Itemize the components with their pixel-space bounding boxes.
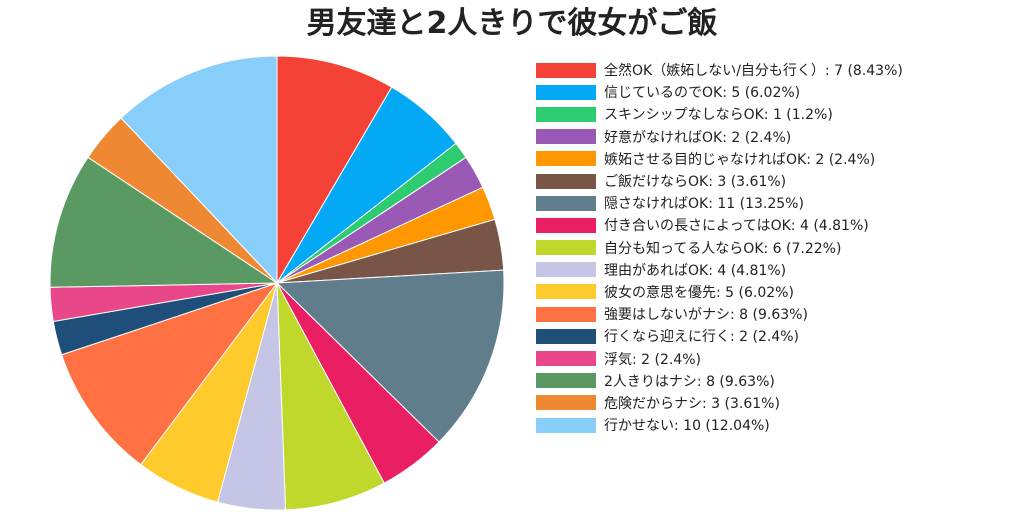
legend-item: スキンシップなしならOK: 1 (1.2%) xyxy=(536,103,903,125)
legend-label: 行くなら迎えに行く: 2 (2.4%) xyxy=(604,329,800,346)
legend-label: 信じているのでOK: 5 (6.02%) xyxy=(604,85,801,102)
legend-swatch xyxy=(536,106,596,122)
legend-swatch xyxy=(536,306,596,322)
legend-item: 理由があればOK: 4 (4.81%) xyxy=(536,259,903,281)
legend-swatch xyxy=(536,217,596,233)
legend-item: 自分も知ってる人ならOK: 6 (7.22%) xyxy=(536,237,903,259)
legend-label: 理由があればOK: 4 (4.81%) xyxy=(604,262,787,279)
legend-item: 行かせない: 10 (12.04%) xyxy=(536,414,903,436)
pie-slice xyxy=(276,55,393,285)
legend-swatch xyxy=(536,262,596,278)
legend-label: スキンシップなしならOK: 1 (1.2%) xyxy=(604,107,833,124)
legend-label: 危険だからナシ: 3 (3.61%) xyxy=(604,395,780,412)
pie-slice xyxy=(275,269,505,443)
legend-swatch xyxy=(536,173,596,189)
legend-label: 付き合いの長さによってはOK: 4 (4.81%) xyxy=(604,218,869,235)
legend-swatch xyxy=(536,417,596,433)
legend-item: 彼女の意思を優先: 5 (6.02%) xyxy=(536,281,903,303)
legend-label: 全然OK（嫉妬しない/自分も行く）: 7 (8.43%) xyxy=(604,63,903,80)
legend-label: 好意がなければOK: 2 (2.4%) xyxy=(604,129,792,146)
chart-title: 男友達と2人きりで彼女がご飯 xyxy=(306,6,718,41)
legend-item: 浮気: 2 (2.4%) xyxy=(536,347,903,369)
legend-label: 行かせない: 10 (12.04%) xyxy=(604,418,770,435)
pie-slice xyxy=(120,55,278,285)
legend-label: 嫉妬させる目的じゃなければOK: 2 (2.4%) xyxy=(604,151,876,168)
legend-swatch xyxy=(536,195,596,211)
legend-swatch xyxy=(536,395,596,411)
legend-swatch xyxy=(536,373,596,389)
legend-swatch xyxy=(536,151,596,167)
pie-chart xyxy=(49,55,505,511)
legend-item: 隠さなければOK: 11 (13.25%) xyxy=(536,192,903,214)
legend-item: 信じているのでOK: 5 (6.02%) xyxy=(536,81,903,103)
legend-label: 2人きりはナシ: 8 (9.63%) xyxy=(604,373,775,390)
legend-item: 好意がなければOK: 2 (2.4%) xyxy=(536,126,903,148)
legend-swatch xyxy=(536,129,596,145)
legend-item: 危険だからナシ: 3 (3.61%) xyxy=(536,392,903,414)
legend-item: 2人きりはナシ: 8 (9.63%) xyxy=(536,370,903,392)
legend-label: 強要はしないがナシ: 8 (9.63%) xyxy=(604,307,808,324)
legend-swatch xyxy=(536,284,596,300)
pie-slice xyxy=(61,282,279,466)
legend-swatch xyxy=(536,328,596,344)
legend-item: 嫉妬させる目的じゃなければOK: 2 (2.4%) xyxy=(536,148,903,170)
legend-item: 強要はしないがナシ: 8 (9.63%) xyxy=(536,303,903,325)
legend-swatch xyxy=(536,240,596,256)
pie-slice xyxy=(276,282,385,511)
legend-item: 付き合いの長さによってはOK: 4 (4.81%) xyxy=(536,214,903,236)
legend: 全然OK（嫉妬しない/自分も行く）: 7 (8.43%) 信じているのでOK: 5… xyxy=(536,59,903,436)
legend-swatch xyxy=(536,62,596,78)
legend-label: 隠さなければOK: 11 (13.25%) xyxy=(604,196,804,213)
legend-label: ご飯だけならOK: 3 (3.61%) xyxy=(604,174,787,191)
legend-label: 彼女の意思を優先: 5 (6.02%) xyxy=(604,284,794,301)
pie-slice xyxy=(49,156,279,288)
legend-label: 浮気: 2 (2.4%) xyxy=(604,351,702,368)
legend-item: ご飯だけならOK: 3 (3.61%) xyxy=(536,170,903,192)
legend-swatch xyxy=(536,84,596,100)
legend-item: 行くなら迎えに行く: 2 (2.4%) xyxy=(536,325,903,347)
legend-item: 全然OK（嫉妬しない/自分も行く）: 7 (8.43%) xyxy=(536,59,903,81)
legend-label: 自分も知ってる人ならOK: 6 (7.22%) xyxy=(604,240,842,257)
legend-swatch xyxy=(536,351,596,367)
